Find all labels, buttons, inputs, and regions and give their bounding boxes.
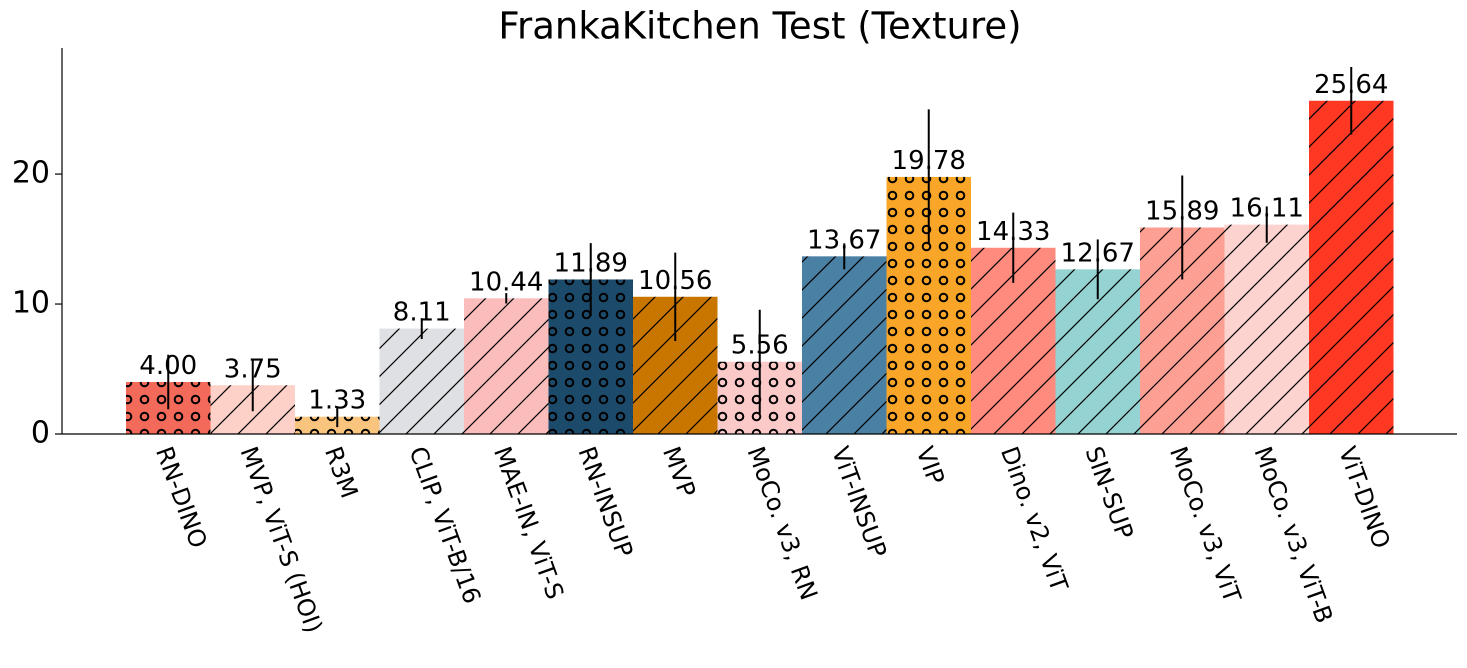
value-label: 11.89: [554, 248, 628, 278]
bar: [1309, 100, 1394, 434]
value-label: 15.89: [1145, 196, 1219, 226]
x-tick-label: MVP, ViT-S (HOI): [235, 443, 328, 637]
x-tick-label: R3M: [319, 443, 363, 502]
y-tick-label: 20: [12, 156, 50, 191]
x-tick-label: ViT-DINO: [1333, 443, 1396, 552]
x-tick-label: MAE-IN, ViT-S: [488, 443, 569, 603]
value-label: 14.33: [976, 217, 1050, 247]
chart-title: FrankaKitchen Test (Texture): [498, 5, 1021, 48]
value-label: 1.33: [308, 386, 366, 416]
bar: [464, 298, 549, 434]
bar: [802, 256, 887, 434]
value-label: 4.00: [139, 351, 197, 381]
value-label: 19.78: [892, 146, 966, 176]
value-label: 8.11: [393, 298, 451, 328]
x-tick-label: RN-DINO: [150, 443, 212, 552]
value-label: 16.11: [1230, 194, 1304, 224]
x-tick-label: ViT-INSUP: [826, 443, 892, 562]
x-tick-label: VIP: [911, 443, 950, 488]
x-tick-label: MoCo. v3, RN: [742, 443, 823, 604]
value-label: 10.56: [638, 266, 712, 296]
value-label: 3.75: [224, 354, 282, 384]
x-tick-label: SIN-SUP: [1080, 443, 1139, 543]
x-tick-label: RN-INSUP: [573, 443, 639, 561]
x-tick-label: MoCo. v3, ViT: [1164, 443, 1246, 607]
bar: [379, 328, 464, 434]
value-label: 13.67: [807, 225, 881, 255]
y-tick-label: 10: [12, 286, 50, 321]
value-label: 12.67: [1061, 238, 1135, 268]
value-label: 5.56: [731, 331, 789, 361]
x-tick-label: MoCo. v3, ViT-B: [1249, 443, 1339, 627]
y-tick-label: 0: [31, 416, 50, 451]
value-label: 10.44: [469, 267, 543, 297]
bar: [1224, 224, 1309, 434]
x-tick-label: CLIP, ViT-B/16: [404, 443, 487, 607]
x-tick-label: MVP: [657, 443, 701, 501]
value-label: 25.64: [1314, 70, 1388, 100]
x-tick-label: Dino. v2, ViT: [995, 443, 1073, 596]
